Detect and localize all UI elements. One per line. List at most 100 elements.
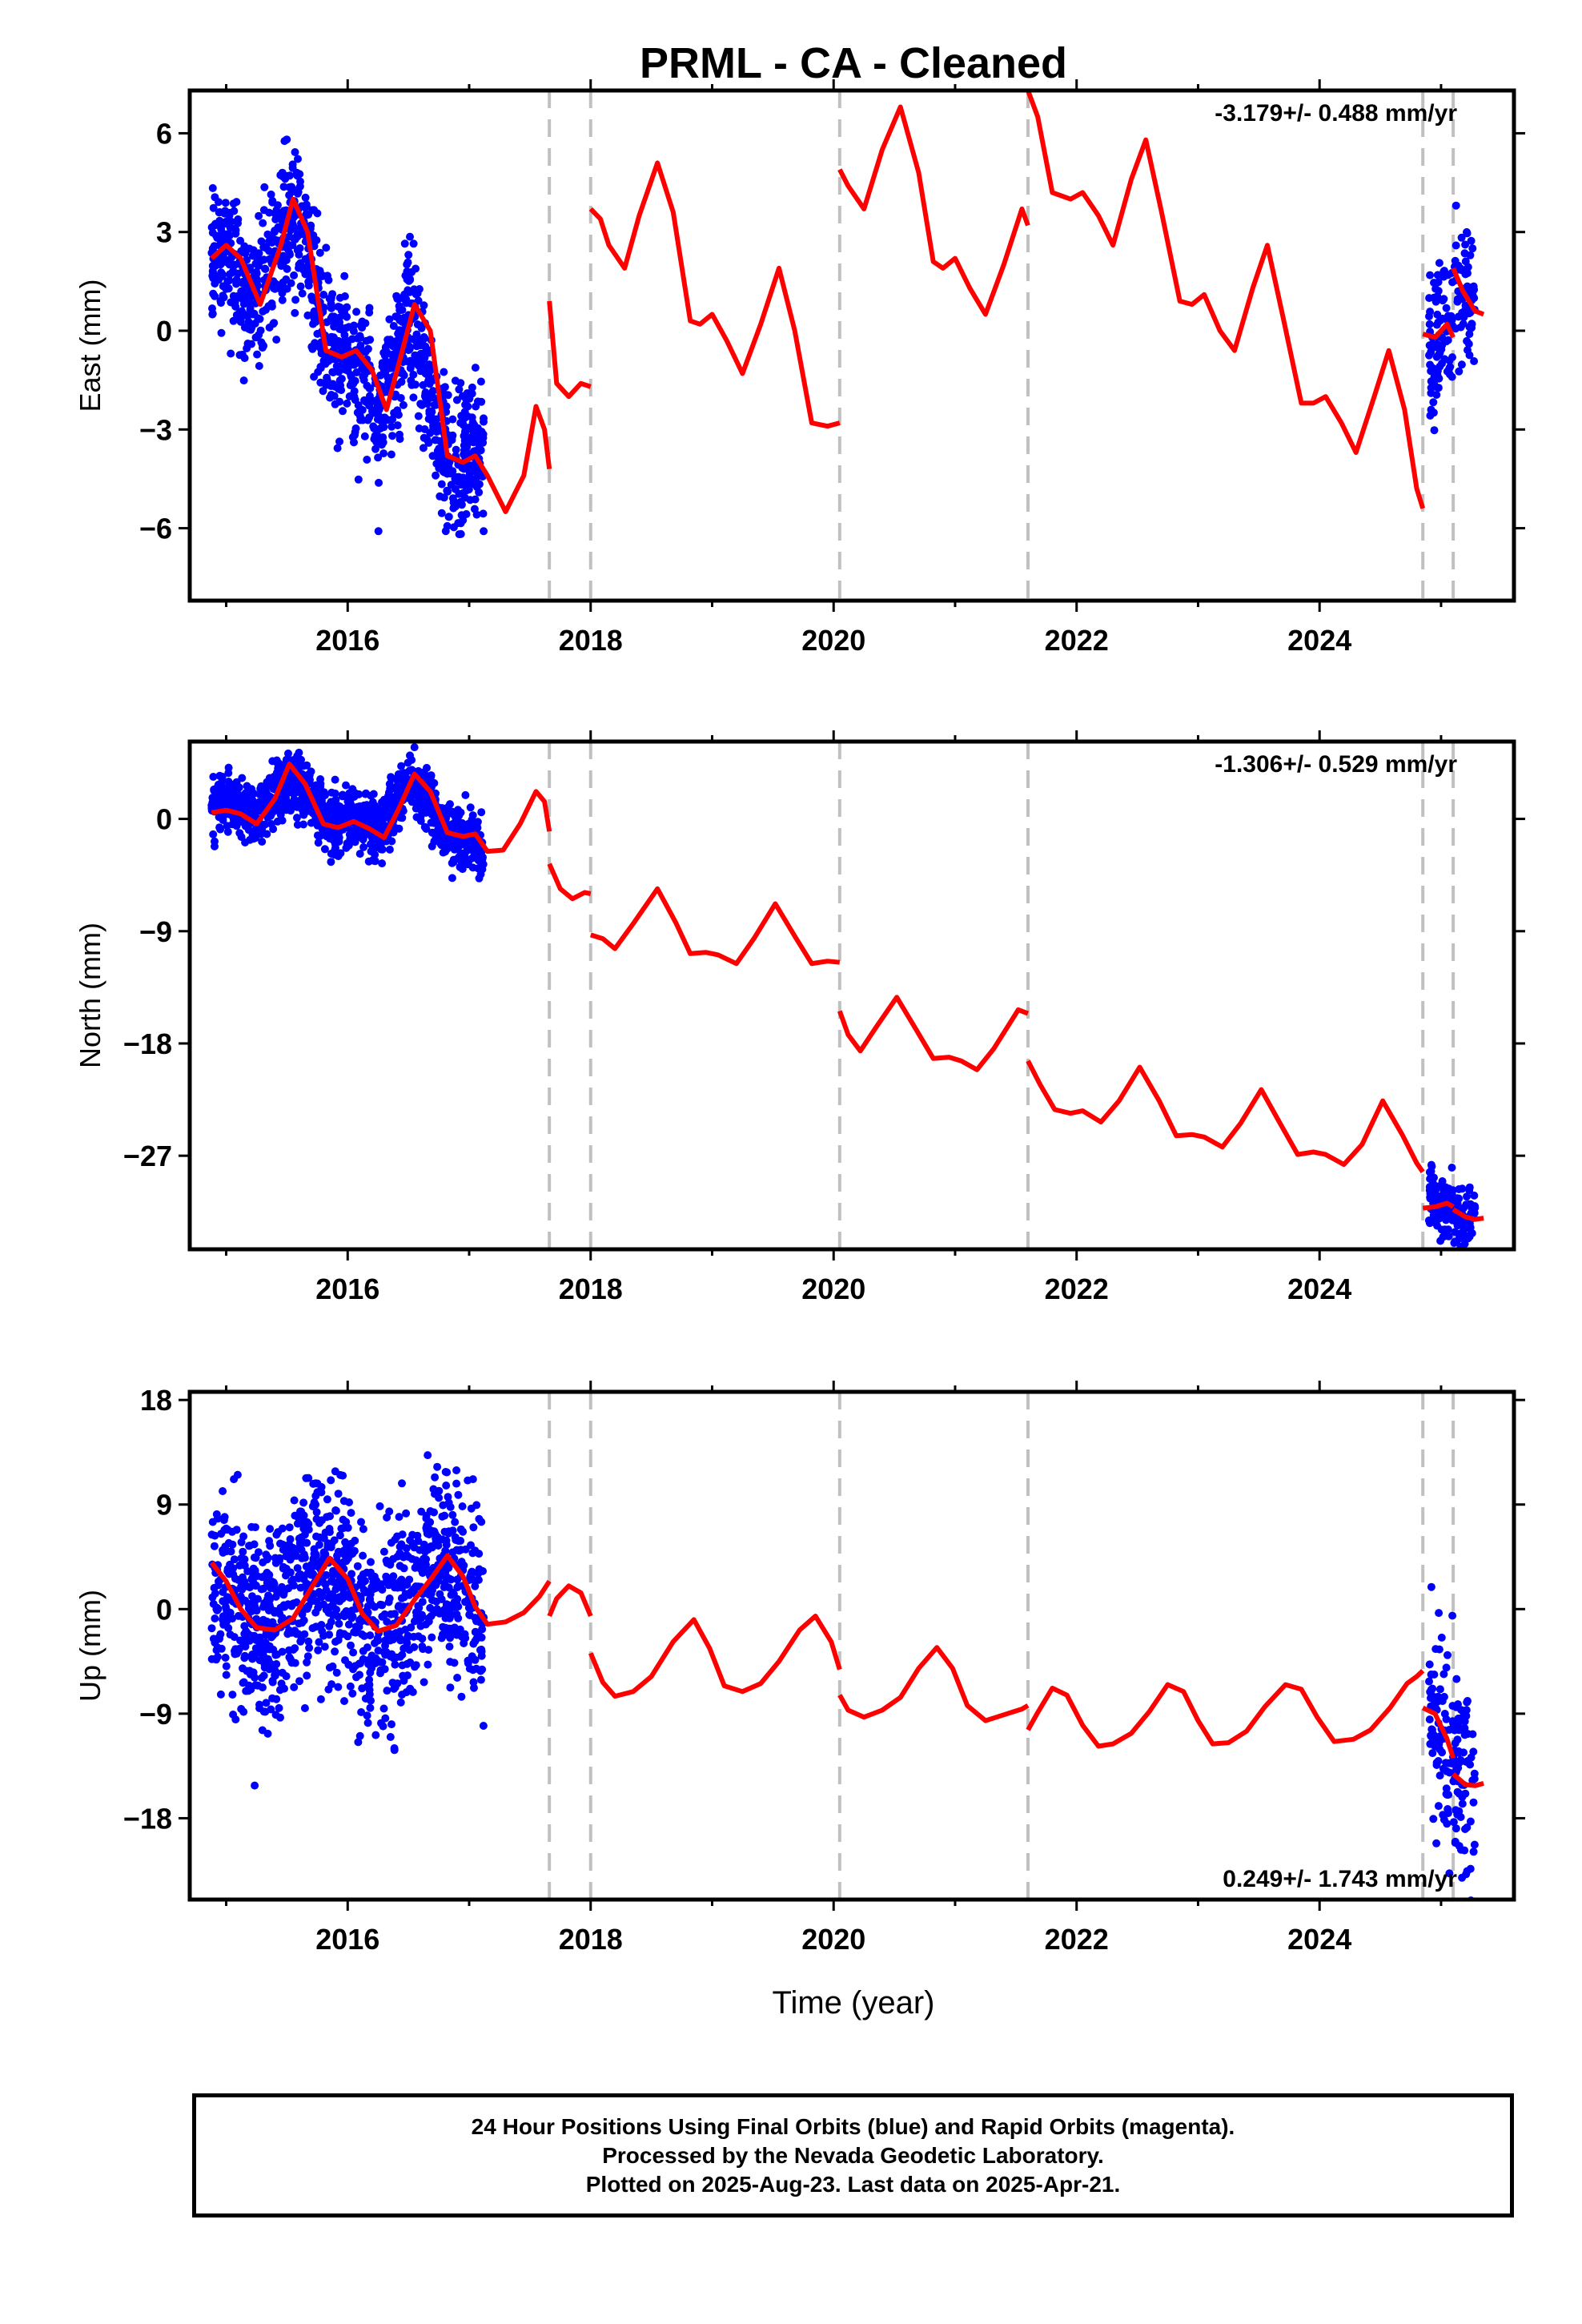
- data-point: [423, 436, 432, 444]
- data-point: [393, 406, 402, 415]
- data-point: [314, 368, 323, 376]
- data-point: [447, 1575, 456, 1584]
- data-point: [215, 208, 223, 217]
- model-fit-line: [588, 160, 841, 429]
- data-point: [1457, 233, 1466, 242]
- data-point: [291, 308, 299, 317]
- data-point: [386, 1560, 395, 1569]
- data-point: [405, 1590, 414, 1599]
- data-point: [329, 1597, 338, 1606]
- data-point: [1455, 1219, 1463, 1228]
- data-point: [238, 1585, 247, 1594]
- data-point: [1439, 1192, 1447, 1201]
- data-point: [432, 1607, 441, 1616]
- data-point: [1450, 1239, 1459, 1247]
- model-fit-line: [588, 1614, 842, 1699]
- data-point: [416, 349, 425, 358]
- data-point: [1427, 1582, 1435, 1591]
- data-point: [242, 1687, 251, 1695]
- data-point: [332, 1606, 341, 1614]
- data-point: [456, 419, 465, 428]
- data-point: [234, 219, 242, 227]
- data-point: [395, 782, 404, 790]
- data-point: [260, 1598, 269, 1607]
- data-point: [224, 778, 233, 786]
- data-point: [314, 838, 323, 847]
- data-point: [266, 1525, 275, 1534]
- data-point: [446, 1658, 455, 1667]
- model-fit-line: [1421, 1705, 1456, 1759]
- data-point: [345, 1593, 354, 1602]
- data-point: [350, 826, 359, 834]
- data-point: [247, 340, 255, 348]
- data-point: [1452, 201, 1460, 210]
- data-point: [304, 1637, 313, 1646]
- data-point: [252, 1649, 261, 1658]
- y-axis-label: East (mm): [74, 279, 106, 412]
- data-point: [323, 271, 331, 280]
- data-point: [389, 1572, 398, 1581]
- data-point: [307, 343, 316, 351]
- data-point: [321, 360, 330, 368]
- x-tick-label: 2018: [559, 624, 623, 657]
- data-point: [1440, 1710, 1449, 1718]
- data-point: [255, 1634, 264, 1643]
- data-point: [446, 1502, 455, 1511]
- data-point: [1470, 357, 1479, 365]
- data-point: [290, 1683, 299, 1691]
- data-point: [475, 1514, 484, 1523]
- data-point: [374, 527, 383, 536]
- model-fit-line: [211, 762, 552, 854]
- model-fit-line: [589, 886, 841, 967]
- data-point: [1432, 1839, 1441, 1848]
- data-point: [333, 444, 342, 452]
- data-point: [239, 277, 247, 286]
- data-point: [468, 389, 476, 398]
- data-point: [1460, 1224, 1468, 1233]
- data-point: [444, 1601, 453, 1610]
- data-point: [265, 324, 274, 332]
- data-point: [357, 1708, 366, 1716]
- data-point: [348, 1689, 357, 1698]
- data-point: [330, 392, 339, 400]
- data-point: [1427, 1731, 1435, 1740]
- data-point: [366, 1631, 375, 1640]
- data-point: [465, 1610, 474, 1619]
- data-point: [254, 262, 263, 271]
- data-point: [343, 1523, 352, 1532]
- data-point: [1469, 1848, 1478, 1856]
- data-point: [358, 1684, 367, 1693]
- data-point: [398, 1651, 407, 1659]
- data-point: [390, 1744, 399, 1752]
- data-point: [353, 1562, 362, 1570]
- data-point: [469, 1678, 478, 1687]
- data-point: [459, 489, 468, 497]
- data-point: [251, 1554, 260, 1562]
- data-point: [212, 1510, 221, 1518]
- data-point: [471, 495, 480, 504]
- data-point: [392, 292, 401, 300]
- data-point: [249, 790, 258, 798]
- data-point: [448, 415, 457, 424]
- data-point: [463, 838, 472, 846]
- data-point: [401, 271, 410, 280]
- data-point: [308, 296, 317, 304]
- data-point: [282, 1571, 290, 1580]
- data-point: [440, 368, 448, 376]
- data-point: [363, 1656, 372, 1665]
- data-point: [1435, 259, 1443, 267]
- data-point: [419, 1645, 428, 1654]
- data-point: [262, 243, 271, 252]
- data-point: [1429, 408, 1438, 417]
- data-point: [363, 1719, 372, 1727]
- data-point: [363, 1643, 371, 1652]
- data-point: [396, 1562, 404, 1570]
- data-point: [1458, 1799, 1467, 1808]
- data-point: [275, 1554, 284, 1562]
- data-point: [234, 1647, 243, 1655]
- data-point: [1443, 1225, 1452, 1234]
- data-point: [403, 1638, 412, 1647]
- data-point: [479, 1722, 488, 1730]
- data-point: [365, 1686, 374, 1695]
